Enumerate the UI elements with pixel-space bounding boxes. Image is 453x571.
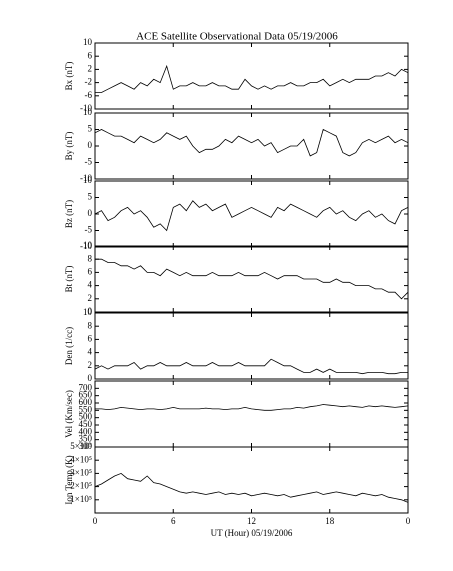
y-tick-label: 650 xyxy=(79,390,93,400)
y-tick-label: 700 xyxy=(79,382,93,392)
y-tick-label: -5 xyxy=(85,157,93,167)
y-tick-label: -10 xyxy=(80,241,92,251)
y-tick-label: 0 xyxy=(88,373,93,383)
panel-frame xyxy=(94,180,409,248)
x-tick-label: 6 xyxy=(171,516,176,526)
y-tick-label: 4×10⁵ xyxy=(70,454,92,464)
panel-frame xyxy=(94,112,409,180)
x-tick-label: 18 xyxy=(325,516,335,526)
y-tick-label: -6 xyxy=(85,90,93,100)
x-tick-label: 0 xyxy=(93,516,98,526)
y-tick-label: 300 xyxy=(79,441,93,451)
y-tick-label: 8 xyxy=(88,253,93,263)
y-tick-label: -5 xyxy=(85,225,93,235)
y-axis-label: Bx (nT) xyxy=(64,62,74,91)
y-tick-label: 10 xyxy=(83,240,93,250)
panel-frame xyxy=(94,245,409,313)
data-line xyxy=(95,258,409,300)
panel-frame xyxy=(94,312,409,380)
y-tick-label: 4 xyxy=(88,347,93,357)
y-tick-label: 0 xyxy=(88,208,93,218)
y-tick-label: 2 xyxy=(88,293,93,303)
panel-frame xyxy=(94,380,409,448)
data-line xyxy=(94,128,409,157)
y-tick-label: 500 xyxy=(79,412,93,422)
y-tick-label: 400 xyxy=(79,426,93,436)
data-line xyxy=(94,200,409,232)
x-tick-label: 0 xyxy=(406,516,411,526)
y-tick-label: 2 xyxy=(88,63,93,73)
y-axis-label: Ion Temp (K) xyxy=(64,455,74,504)
y-tick-label: -2 xyxy=(85,77,93,87)
x-axis-label: UT (Hour) 05/19/2006 xyxy=(211,528,293,538)
y-axis-label: Bt (nT) xyxy=(64,266,74,293)
y-tick-label: 10 xyxy=(83,37,93,47)
y-tick-label: 6 xyxy=(88,333,93,343)
data-line xyxy=(94,472,409,503)
y-tick-label: 10 xyxy=(83,307,93,317)
data-line xyxy=(94,358,408,375)
y-tick-label: 8 xyxy=(88,320,93,330)
chart-title: ACE Satellite Observational Data 05/19/2… xyxy=(136,31,338,43)
y-tick-label: 3×10⁵ xyxy=(70,467,92,477)
y-tick-label: 0 xyxy=(88,140,93,150)
data-line xyxy=(95,404,409,411)
y-axis-label: Den (1/cc) xyxy=(64,327,74,365)
y-tick-label: 550 xyxy=(79,404,93,414)
y-tick-label: 2 xyxy=(88,360,93,370)
y-axis-label: Bz (nT) xyxy=(64,200,74,228)
y-tick-label: 600 xyxy=(79,397,93,407)
y-tick-label: 5×10⁵ xyxy=(70,441,92,451)
y-tick-label: 10 xyxy=(83,107,93,117)
y-tick-label: 350 xyxy=(79,434,93,444)
y-tick-label: 1×10⁵ xyxy=(70,494,92,504)
data-line xyxy=(95,64,409,93)
x-tick-label: 12 xyxy=(247,516,256,526)
y-tick-label: 0 xyxy=(88,306,93,316)
y-tick-label: -10 xyxy=(80,173,92,183)
y-axis-label: Vel (Km/sec) xyxy=(64,390,74,438)
y-tick-label: 5 xyxy=(88,124,93,134)
y-tick-label: 10 xyxy=(83,175,93,185)
y-tick-label: 6 xyxy=(88,266,93,276)
y-tick-label: 2×10⁵ xyxy=(70,481,92,491)
panel-frame xyxy=(94,42,409,110)
y-tick-label: 450 xyxy=(79,419,93,429)
y-tick-label: -10 xyxy=(80,103,92,113)
y-tick-label: 5 xyxy=(88,192,93,202)
y-tick-label: 4 xyxy=(88,280,93,290)
y-tick-label: 6 xyxy=(88,50,93,60)
y-axis-label: By (nT) xyxy=(64,132,74,161)
